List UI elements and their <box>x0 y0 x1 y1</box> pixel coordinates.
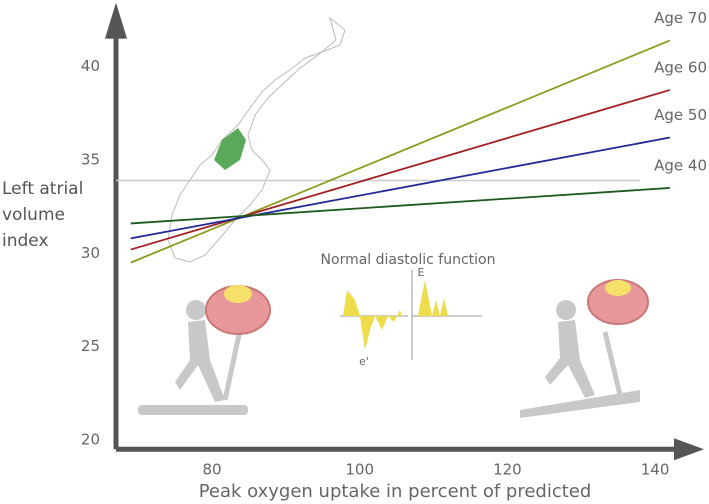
inset-label: e' <box>359 355 369 368</box>
series-line <box>130 89 671 251</box>
y-tick-label: 25 <box>81 337 100 355</box>
series-line <box>130 39 671 264</box>
x-tick-label: 140 <box>641 461 670 479</box>
y-tick-label: 40 <box>81 57 100 75</box>
x-tick-label: 80 <box>202 461 221 479</box>
series-line <box>130 187 670 225</box>
heart-left <box>205 285 271 335</box>
series-label: Age 50 <box>654 106 707 124</box>
runner-right <box>520 300 640 418</box>
map-region <box>214 128 246 170</box>
y-tick-label: 20 <box>81 430 100 448</box>
runner-left <box>138 300 248 415</box>
inset-label: E <box>418 266 425 279</box>
y-axis-label: Left atrial volume index <box>2 179 84 251</box>
map-outline <box>167 16 346 263</box>
series-label: Age 40 <box>654 156 707 174</box>
inset-wave <box>343 290 402 350</box>
heart-right <box>587 279 649 325</box>
inset-title: Normal diastolic function <box>321 252 496 268</box>
series-line <box>130 136 671 240</box>
y-tick-label: 35 <box>81 150 100 168</box>
x-tick-label: 120 <box>493 461 522 479</box>
series-label: Age 70 <box>654 9 707 27</box>
x-axis-label: Peak oxygen uptake in percent of predict… <box>199 481 592 502</box>
series-label: Age 60 <box>654 58 707 76</box>
inset-wave <box>418 280 448 316</box>
x-tick-label: 100 <box>345 461 374 479</box>
y-tick-label: 30 <box>81 244 100 262</box>
y-axis-arrow <box>105 2 127 39</box>
x-axis-arrow <box>674 438 704 461</box>
